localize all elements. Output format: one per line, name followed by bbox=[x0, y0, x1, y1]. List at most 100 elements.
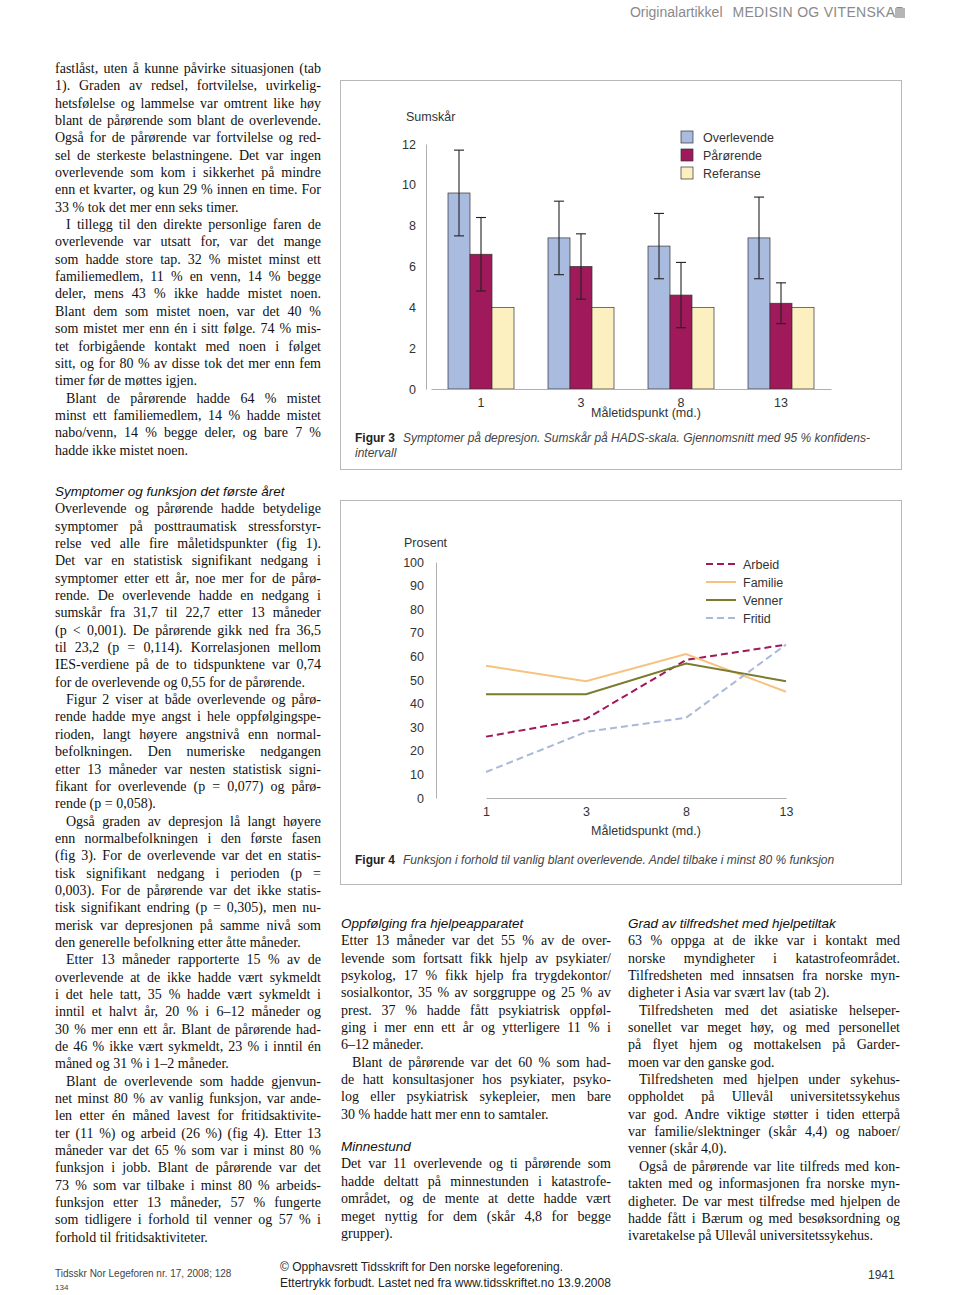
error-bar bbox=[654, 213, 664, 278]
axis-tick: 13 bbox=[774, 389, 788, 410]
y-axis: 024681012 bbox=[402, 138, 426, 397]
text-line: enn normalbefolkningen i den første fase… bbox=[55, 830, 321, 847]
tick-label: 40 bbox=[410, 697, 424, 711]
error-bar bbox=[454, 150, 464, 236]
axis-tick: 50 bbox=[410, 674, 436, 688]
text-line: relse ved alle fire måletidspunkter (fig… bbox=[55, 535, 321, 552]
text-line: sel de sterkeste belastningene. Det var … bbox=[55, 147, 321, 164]
error-bar bbox=[754, 197, 764, 279]
text-line: hadde fått i Bærum og med besøksordning … bbox=[628, 1210, 900, 1227]
text-line: Etter 13 måneder var det 55 % av de over… bbox=[341, 932, 611, 949]
error-bar-line bbox=[754, 278, 764, 279]
data-line bbox=[486, 663, 786, 694]
text-line: overlevende var utsatt for, var det mang… bbox=[55, 233, 321, 250]
text-line: nabo/venn, 14 % begge deler, og bare 7 % bbox=[55, 424, 321, 441]
chart-svg: 02468101213813SumskårMåletidspunkt (md.)… bbox=[341, 81, 903, 426]
text-line: området, og de mente at dette hadde vært bbox=[341, 1190, 611, 1207]
text-line: de hatt konsultasjoner hos psykiater, ps… bbox=[341, 1071, 611, 1088]
text-line: i det hele tatt, 35 % hadde vært sykmeld… bbox=[55, 986, 321, 1003]
text-line: symptomer etter ett år, noe mer for de p… bbox=[55, 570, 321, 587]
text-line: takten med og informasjonen fra norske m… bbox=[628, 1175, 900, 1192]
axis-tick: 3 bbox=[583, 798, 590, 819]
axis-tick: 13 bbox=[780, 798, 794, 819]
text-line: timer før de møttes igjen. bbox=[55, 372, 321, 389]
text-line: tisk signifikant nedgang i perioden (p = bbox=[55, 865, 321, 882]
text-line: digheter i Asia var svært lav (tab 2). bbox=[628, 984, 900, 1001]
text-line: moen var den ganske god. bbox=[628, 1054, 900, 1071]
data-line bbox=[486, 645, 786, 772]
tick-label: 13 bbox=[780, 805, 794, 819]
legend-swatch bbox=[681, 149, 693, 161]
tick-label: 12 bbox=[402, 138, 416, 152]
axis-line bbox=[432, 389, 832, 390]
error-bar-line bbox=[580, 234, 581, 299]
text-line: var god. Andre viktige støtter i tiden e… bbox=[628, 1106, 900, 1123]
tick-label: 50 bbox=[410, 674, 424, 688]
text-line: ter (11 %) og arbeid (26 %) (fig 4). Ett… bbox=[55, 1125, 321, 1142]
axis-tick: 80 bbox=[410, 603, 436, 617]
axis-tick: 20 bbox=[410, 744, 436, 758]
axis-tick: 1 bbox=[478, 389, 485, 410]
plot-area bbox=[448, 150, 814, 389]
error-bar bbox=[776, 283, 786, 324]
text-line: Figur 2 viser at både overlevende og pår… bbox=[55, 691, 321, 708]
legend-swatch bbox=[706, 581, 736, 583]
section-heading: Oppfølging fra hjelpeapparatet bbox=[341, 915, 611, 932]
text-line: Blant de pårørende hadde 64 % mistet bbox=[55, 390, 321, 407]
tick-label: 8 bbox=[683, 805, 690, 819]
bar bbox=[592, 307, 614, 389]
text-line: len etter én måned lavest for fritidsakt… bbox=[55, 1107, 321, 1124]
error-bar-line bbox=[754, 197, 764, 198]
text-line: Tilfredsheten med det asiatiske helseper… bbox=[628, 1002, 900, 1019]
header-square bbox=[895, 8, 905, 18]
text-line: den generelle befolkning etter åtte måne… bbox=[55, 934, 321, 951]
figure-box: 010203040506070809010013813ProsentMåleti… bbox=[340, 500, 902, 885]
text-line: Blant de overlevende som hadde gjenvun- bbox=[55, 1073, 321, 1090]
x-axis-title: Måletidspunkt (md.) bbox=[591, 824, 701, 838]
text-line: Blant dem som mistet noen, var det 40 % bbox=[55, 303, 321, 320]
legend-label: Fritid bbox=[743, 612, 771, 626]
text-line: 0,003). For de pårørende var det ikke st… bbox=[55, 882, 321, 899]
text-line: sumskår fra 31,7 til 22,7 etter 13 måned… bbox=[55, 604, 321, 621]
axis-line bbox=[436, 563, 437, 799]
text-line: på flyet hjem og mottakelsen på Garder- bbox=[628, 1036, 900, 1053]
x-axis-title: Måletidspunkt (md.) bbox=[591, 406, 701, 420]
text-section: fastlåst, uten å kunne påvirke situasjon… bbox=[55, 60, 321, 459]
footer-journal: Tidsskr Nor Legeforen nr. 17, 2008; 128 bbox=[55, 1268, 231, 1279]
tick-label: 13 bbox=[774, 396, 788, 410]
text-line: Overlevende og pårørende hadde betydelig… bbox=[55, 500, 321, 517]
figure-caption: Figur 3Symptomer på depresjon. Sumskår p… bbox=[355, 431, 870, 461]
copyright-line: Ettertrykk forbudt. Lastet ned fra www.t… bbox=[280, 1275, 611, 1291]
tick-label: 1 bbox=[478, 396, 485, 410]
text-line: som tidligere i forhold til venner og 57… bbox=[55, 1211, 321, 1228]
error-bar-line bbox=[554, 274, 564, 275]
text-line: symptomer på posttraumatisk stressforsty… bbox=[55, 518, 321, 535]
tick-label: 1 bbox=[483, 805, 490, 819]
axis-tick: 40 bbox=[410, 697, 436, 711]
text-line: funksjon etter 13 måneder, 57 % fungerte bbox=[55, 1194, 321, 1211]
error-bar-line bbox=[676, 262, 686, 263]
text-line: forhold til fritidsaktiviteter. bbox=[55, 1229, 321, 1246]
text-line: fikant for overlevende (p = 0,077) og på… bbox=[55, 778, 321, 795]
tick-label: 10 bbox=[410, 768, 424, 782]
header-section: Originalartikkel bbox=[630, 4, 723, 20]
text-line: 30 % hadde hatt mer enn to samtaler. bbox=[341, 1106, 611, 1123]
error-bar-line bbox=[476, 217, 486, 218]
text-column: Symptomer og funksjon det første åretOve… bbox=[55, 483, 321, 1246]
text-line: Også graden av depresjon lå langt høyere bbox=[55, 813, 321, 830]
error-bar-line bbox=[776, 282, 786, 283]
text-line: 63 % oppga at de ikke var i kontakt med bbox=[628, 932, 900, 949]
text-line: psykolog, 17 % fikk hjelp fra trygdekont… bbox=[341, 967, 611, 984]
text-line: sonellet var meget høy, og med personell… bbox=[628, 1019, 900, 1036]
legend-label: Arbeid bbox=[743, 558, 779, 572]
text-line: for de overlevende og 0,55 for de pårøre… bbox=[55, 674, 321, 691]
error-bar-line bbox=[658, 213, 659, 278]
error-bar-line bbox=[654, 213, 664, 214]
text-line: Også for de pårørende var fortvilelse og… bbox=[55, 129, 321, 146]
text-column: Grad av tilfredshet med hjelpetiltak63 %… bbox=[628, 915, 900, 1245]
section-heading: Symptomer og funksjon det første året bbox=[55, 483, 321, 500]
legend-swatch bbox=[706, 563, 736, 565]
text-line: måned og 31 % i 1–2 måneder. bbox=[55, 1055, 321, 1072]
legend-label: Pårørende bbox=[703, 149, 762, 163]
y-axis-title: Prosent bbox=[404, 536, 448, 550]
